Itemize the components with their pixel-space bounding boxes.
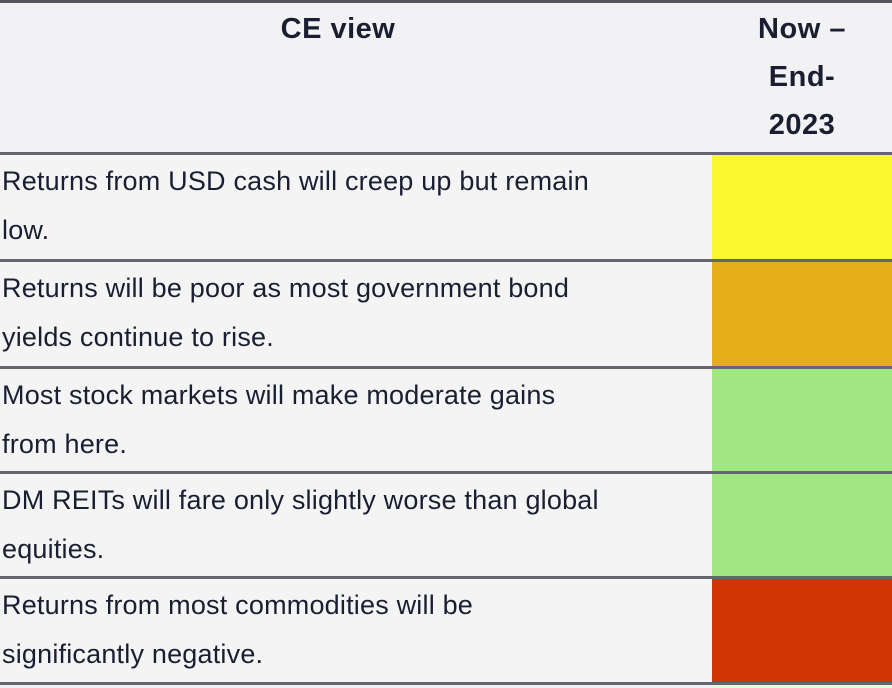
- table-row-government-bonds: Returns will be poor as most government …: [0, 259, 892, 366]
- view-text-line-1: DM REITs will fare only slightly worse t…: [2, 485, 599, 515]
- rating-cell-green: [712, 369, 892, 471]
- header-period-line-3: 2023: [768, 109, 836, 141]
- table-row-usd-cash: Returns from USD cash will creep up but …: [0, 152, 892, 259]
- view-text: Returns will be poor as most government …: [0, 262, 712, 366]
- view-text-line-2: from here.: [2, 429, 128, 459]
- header-period-line-2: End-: [768, 61, 836, 93]
- rating-cell-amber: [712, 262, 892, 366]
- rating-cell-green: [712, 474, 892, 576]
- view-text-line-1: Returns from USD cash will creep up but …: [2, 166, 589, 196]
- table-row-commodities: Returns from most commodities will be si…: [0, 576, 892, 682]
- view-text: DM REITs will fare only slightly worse t…: [0, 474, 712, 576]
- view-text-line-1: Returns from most commodities will be: [2, 590, 474, 620]
- rating-cell-yellow: [712, 155, 892, 259]
- view-text-line-1: Returns will be poor as most government …: [2, 273, 570, 303]
- view-text: Returns from most commodities will be si…: [0, 579, 712, 682]
- view-text-line-2: equities.: [2, 534, 105, 564]
- header-now-end-2023: Now – End- 2023: [712, 3, 892, 152]
- table-row-stock-markets: Most stock markets will make moderate ga…: [0, 366, 892, 471]
- view-text: Returns from USD cash will creep up but …: [0, 155, 712, 259]
- header-ce-view: CE view: [280, 13, 396, 45]
- rating-cell-red: [712, 579, 892, 682]
- view-text: Most stock markets will make moderate ga…: [0, 369, 712, 471]
- view-text-line-2: significantly negative.: [2, 639, 264, 669]
- table-row-dm-reits: DM REITs will fare only slightly worse t…: [0, 471, 892, 576]
- view-text-line-2: yields continue to rise.: [2, 322, 274, 352]
- table-header-row: CE view Now – End- 2023: [0, 0, 892, 152]
- header-period-line-1: Now –: [758, 13, 846, 45]
- view-text-line-2: low.: [2, 215, 50, 245]
- view-text-line-1: Most stock markets will make moderate ga…: [2, 380, 556, 410]
